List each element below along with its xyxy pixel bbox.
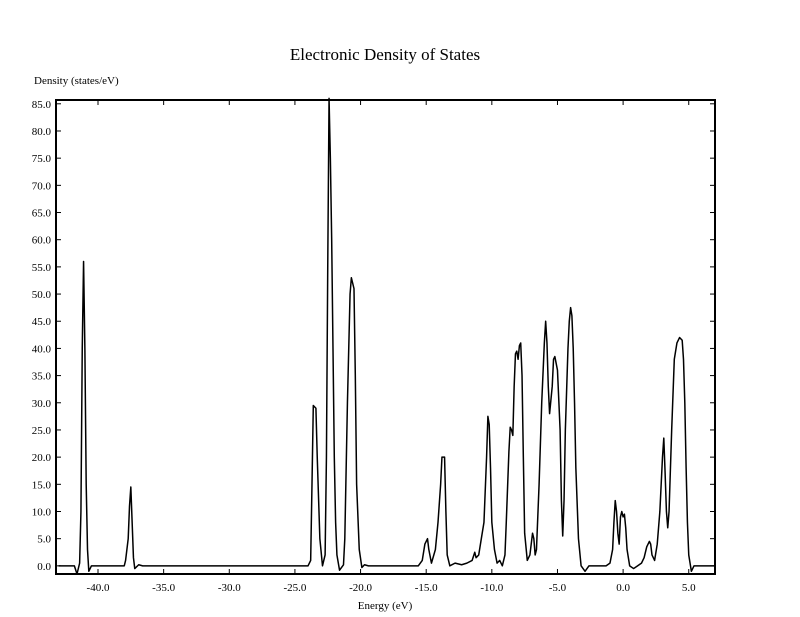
- y-tick-label: 50.0: [32, 289, 52, 301]
- x-tick-label: -40.0: [87, 582, 110, 594]
- y-tick-label: 40.0: [32, 343, 52, 355]
- y-tick-label: 0.0: [37, 561, 51, 573]
- y-tick-label: 5.0: [37, 534, 51, 546]
- y-tick-label: 20.0: [32, 452, 52, 464]
- x-axis-label: Energy (eV): [358, 600, 413, 612]
- y-tick-label: 55.0: [32, 262, 52, 274]
- y-tick-label: 80.0: [32, 126, 52, 138]
- x-tick-label: -20.0: [349, 582, 372, 594]
- y-tick-label: 85.0: [32, 99, 52, 111]
- y-axis-ticks: 0.0 5.0 10.0 15.0 20.0 25.0 30.0 35.0 40.0 45.0 50…: [32, 99, 715, 573]
- y-tick-label: 10.0: [32, 506, 52, 518]
- y-tick-label: 45.0: [32, 316, 52, 328]
- x-tick-label: -5.0: [549, 582, 567, 594]
- plot-frame: [55, 99, 716, 575]
- x-tick-label: 0.0: [616, 582, 630, 594]
- y-tick-label: 35.0: [32, 371, 52, 383]
- x-tick-label: 5.0: [682, 582, 696, 594]
- y-tick-label: 30.0: [32, 398, 52, 410]
- dos-series-line: [58, 97, 715, 575]
- y-axis-label: Density (states/eV): [34, 75, 119, 87]
- x-tick-label: -15.0: [415, 582, 438, 594]
- y-tick-label: 25.0: [32, 425, 52, 437]
- x-tick-label: -30.0: [218, 582, 241, 594]
- chart-title: Electronic Density of States: [290, 45, 480, 64]
- y-tick-label: 15.0: [32, 479, 52, 491]
- y-tick-label: 75.0: [32, 153, 52, 165]
- x-tick-label: -10.0: [480, 582, 503, 594]
- series-layer: [58, 97, 715, 575]
- y-tick-label: 65.0: [32, 208, 52, 220]
- x-tick-label: -25.0: [283, 582, 306, 594]
- y-tick-label: 70.0: [32, 180, 52, 192]
- x-axis-ticks: -40.0 -35.0 -30.0 -25.0 -20.0 -15.0 -10.0 -5.0 0…: [87, 100, 696, 594]
- x-tick-label: -35.0: [152, 582, 175, 594]
- y-tick-label: 60.0: [32, 235, 52, 247]
